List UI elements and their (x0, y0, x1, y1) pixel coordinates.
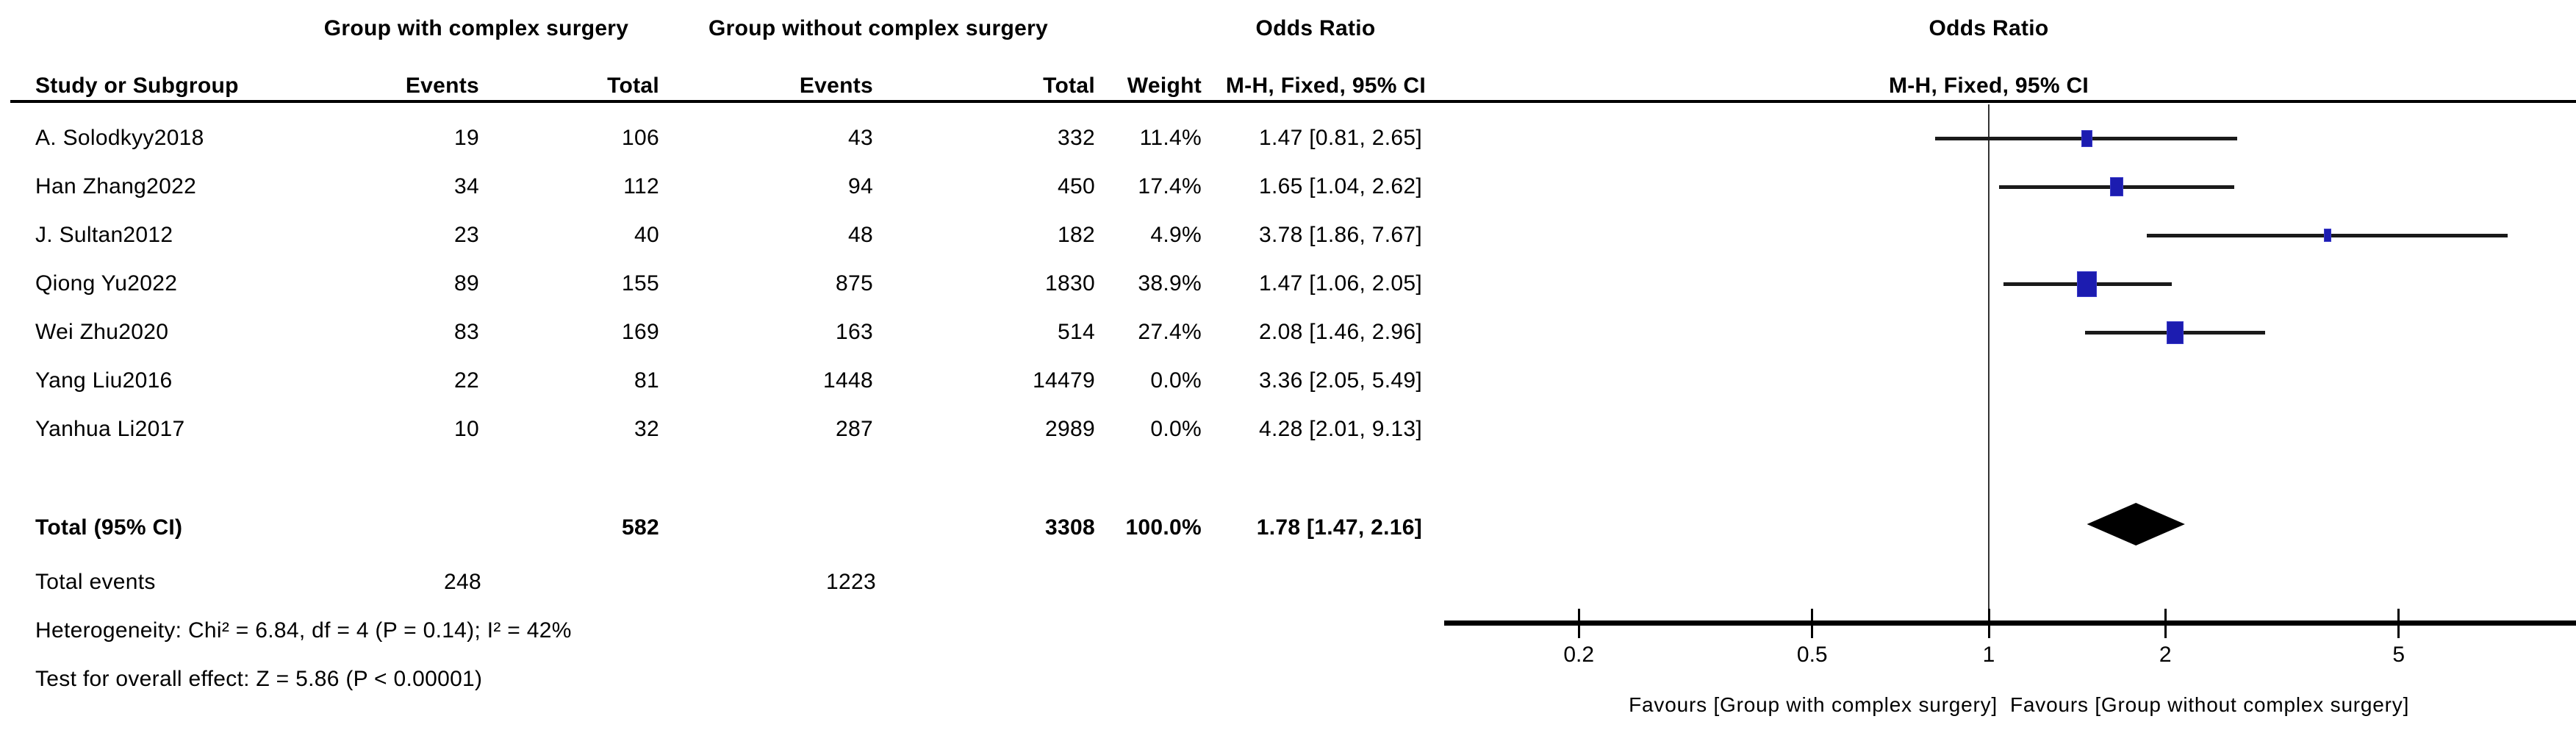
study-total1: 32 (634, 417, 659, 441)
study-total1: 169 (622, 320, 659, 344)
total-diamond (2087, 503, 2185, 546)
group1-header: Group with complex surgery (323, 16, 629, 40)
total-row-ci: 1.78 [1.47, 2.16] (1256, 515, 1422, 540)
study-total1: 155 (622, 271, 659, 296)
study-events2: 287 (836, 417, 873, 441)
heterogeneity-text: Heterogeneity: Chi² = 6.84, df = 4 (P = … (35, 618, 572, 643)
events1-column-header: Events (405, 74, 479, 98)
axis-tick (2164, 609, 2167, 638)
ci-plot-header: M-H, Fixed, 95% CI (1888, 74, 2089, 98)
axis-tick (1577, 609, 1580, 638)
total-events-label: Total events (35, 570, 156, 594)
or-point-square (2109, 177, 2123, 196)
study-total2: 14479 (1033, 368, 1095, 393)
total-row-total1: 582 (622, 515, 659, 540)
study-ci-text: 1.47 [0.81, 2.65] (1259, 126, 1422, 150)
total-events-group1: 248 (444, 570, 481, 594)
study-events1: 19 (454, 126, 479, 150)
favours-right-label: Favours [Group without complex surgery] (2010, 693, 2410, 716)
axis-tick-label: 0.5 (1796, 643, 1828, 667)
header-underline (10, 100, 2576, 103)
overall-effect-text: Test for overall effect: Z = 5.86 (P < 0… (35, 667, 483, 691)
study-ci-text: 3.36 [2.05, 5.49] (1259, 368, 1422, 393)
study-weight: 11.4% (1139, 126, 1202, 150)
or-point-square (2323, 229, 2331, 242)
study-events2: 1448 (823, 368, 873, 393)
study-total1: 81 (634, 368, 659, 393)
study-name: Yang Liu2016 (35, 368, 173, 393)
axis-tick (2397, 609, 2400, 638)
study-weight: 0.0% (1150, 417, 1202, 441)
weight-column-header: Weight (1127, 74, 1202, 98)
favours-left-label: Favours [Group with complex surgery] (1629, 693, 1998, 716)
study-events1: 22 (454, 368, 479, 393)
study-ci-text: 2.08 [1.46, 2.96] (1259, 320, 1422, 344)
study-events1: 89 (454, 271, 479, 296)
study-total2: 514 (1058, 320, 1095, 344)
axis-tick (1811, 609, 1814, 638)
study-column-header: Study or Subgroup (35, 74, 239, 98)
study-events1: 34 (454, 174, 479, 198)
axis-tick-label: 0.2 (1563, 643, 1595, 667)
study-total1: 112 (623, 174, 659, 198)
study-weight: 17.4% (1138, 174, 1202, 198)
axis-tick-label: 2 (2159, 643, 2172, 667)
or-point-square (2081, 129, 2093, 147)
study-events2: 43 (848, 126, 873, 150)
study-events1: 23 (454, 223, 479, 247)
odds-ratio-header-plot: Odds Ratio (1929, 16, 2049, 40)
axis-tick (1987, 609, 1990, 638)
total1-column-header: Total (607, 74, 659, 98)
study-name: J. Sultan2012 (35, 223, 173, 247)
no-effect-line (1988, 104, 1990, 623)
study-ci-text: 3.78 [1.86, 7.67] (1259, 223, 1422, 247)
study-name: Wei Zhu2020 (35, 320, 169, 344)
ci-column-header: M-H, Fixed, 95% CI (1225, 74, 1426, 98)
total2-column-header: Total (1043, 74, 1095, 98)
group2-header: Group without complex surgery (708, 16, 1049, 40)
study-total2: 2989 (1045, 417, 1095, 441)
or-point-square (2077, 271, 2098, 297)
study-name: Qiong Yu2022 (35, 271, 178, 296)
or-point-square (2167, 321, 2184, 344)
x-axis (1444, 620, 2576, 626)
study-events2: 48 (848, 223, 873, 247)
study-name: Yanhua Li2017 (35, 417, 185, 441)
study-ci-text: 1.47 [1.06, 2.05] (1259, 271, 1422, 296)
total-row-label: Total (95% CI) (35, 515, 183, 540)
study-total1: 40 (634, 223, 659, 247)
study-weight: 27.4% (1138, 320, 1202, 344)
study-total2: 332 (1058, 126, 1095, 150)
study-events1: 83 (454, 320, 479, 344)
axis-tick-label: 1 (1982, 643, 1995, 667)
study-events1: 10 (454, 417, 479, 441)
study-total2: 1830 (1045, 271, 1095, 296)
study-weight: 0.0% (1150, 368, 1202, 393)
study-ci-text: 1.65 [1.04, 2.62] (1259, 174, 1422, 198)
study-weight: 4.9% (1150, 223, 1202, 247)
study-total1: 106 (622, 126, 659, 150)
odds-ratio-header-left: Odds Ratio (1255, 16, 1376, 40)
study-total2: 182 (1058, 223, 1095, 247)
events2-column-header: Events (799, 74, 873, 98)
total-row-total2: 3308 (1045, 515, 1095, 540)
total-row-weight: 100.0% (1125, 515, 1202, 540)
total-events-group2: 1223 (826, 570, 876, 594)
study-weight: 38.9% (1138, 271, 1202, 296)
study-events2: 94 (848, 174, 873, 198)
study-events2: 163 (836, 320, 873, 344)
axis-tick-label: 5 (2392, 643, 2405, 667)
study-total2: 450 (1058, 174, 1095, 198)
study-ci-text: 4.28 [2.01, 9.13] (1259, 417, 1422, 441)
study-events2: 875 (836, 271, 873, 296)
study-name: A. Solodkyy2018 (35, 126, 204, 150)
study-name: Han Zhang2022 (35, 174, 197, 198)
